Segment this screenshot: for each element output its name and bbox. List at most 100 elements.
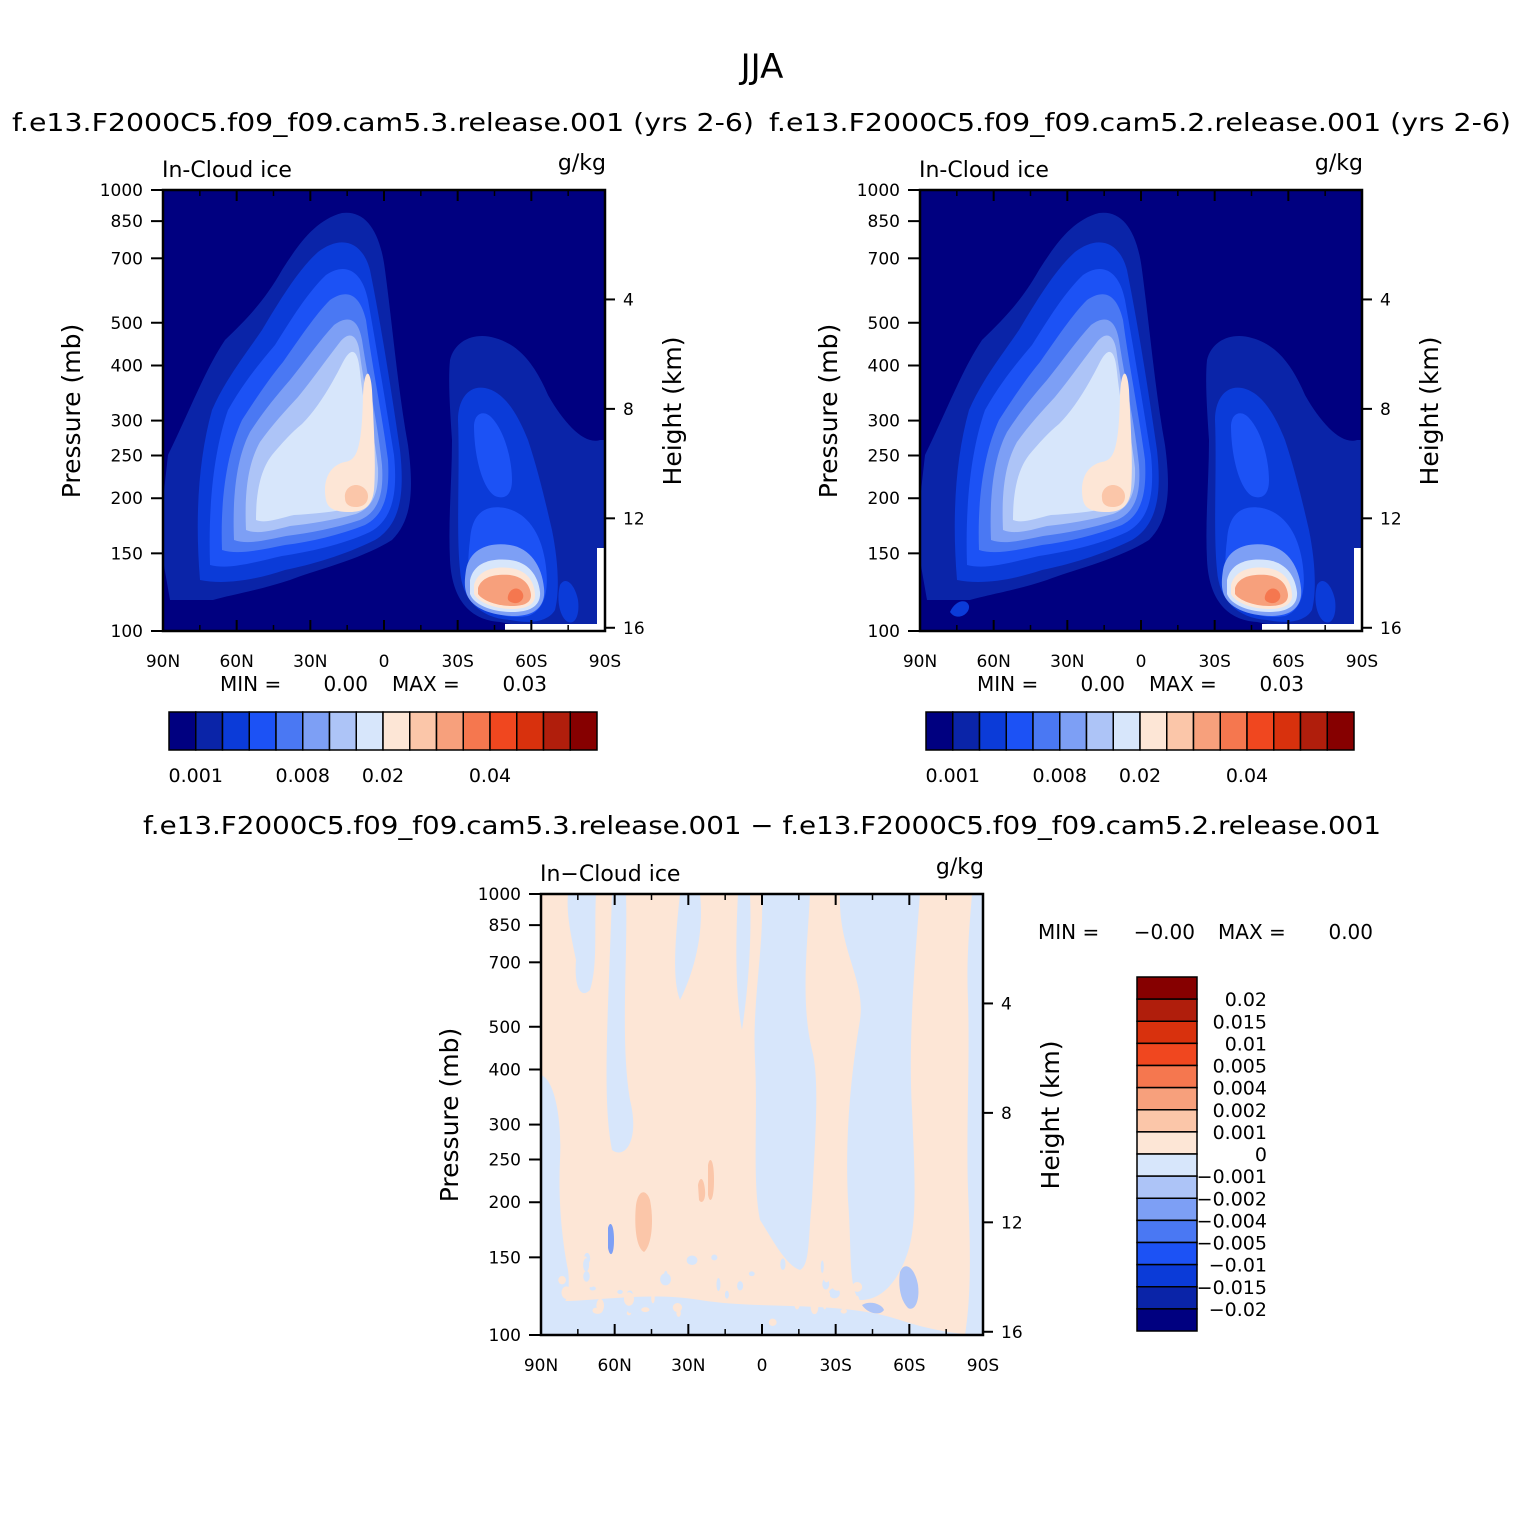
x-tick-label: 90S (589, 652, 621, 672)
panel-c-neg-region-2 (541, 1075, 569, 1318)
x-tick-label: 30S (819, 1356, 851, 1376)
colorbar-swatch (328, 711, 357, 751)
panel-c-pos-patch-4 (928, 1211, 942, 1283)
x-tick-label: 60N (597, 1356, 631, 1376)
panel-a-contours (163, 190, 605, 631)
colorbar-swatch (1273, 711, 1302, 751)
y2-tick-label: 8 (1380, 400, 1391, 420)
noise-blob (843, 1273, 850, 1283)
y2-tick-label: 4 (1380, 290, 1391, 310)
noise-blob (605, 1252, 614, 1258)
noise-blob (779, 1286, 787, 1297)
noise-blob (583, 1271, 590, 1282)
panel-b-axes: 90N 60N 30N 0 30S 60S 90S 100 150 200 250 300 400 500… (857, 181, 1402, 672)
y-tick-label: 850 (111, 212, 143, 232)
x-tick-label: 0 (757, 1356, 768, 1376)
colorbar-swatch (1299, 711, 1328, 751)
panel-b: In-Cloud ice g/kg Pressure (mb) Height (… (814, 151, 1444, 787)
y-tick-label: 200 (489, 1193, 521, 1213)
panel-c-neg-region-3 (606, 894, 634, 1153)
colorbar-swatch (302, 711, 331, 751)
x-tick-label: 90S (1346, 652, 1378, 672)
noise-blob (660, 1273, 671, 1286)
y2-tick-label: 16 (1001, 1323, 1023, 1343)
x-tick-label: 90N (903, 652, 937, 672)
colorbar-swatch (1166, 711, 1195, 751)
noise-blob (649, 1267, 657, 1277)
panel-b-left-string: In-Cloud ice (919, 158, 1049, 183)
figure-title: JJA (739, 47, 784, 87)
panel-b-contour-level-9 (1101, 485, 1125, 507)
colorbar-swatch (1219, 711, 1248, 751)
y-tick-label: 150 (111, 544, 143, 564)
colorbar-swatch (1136, 1308, 1198, 1332)
y-tick-label: 500 (111, 314, 143, 334)
colorbar-label: 0.02 (362, 765, 404, 787)
noise-blob (641, 1307, 650, 1313)
panel-c-neg-patch-2 (899, 1266, 919, 1309)
panel-a-y2-label: Height (km) (658, 337, 687, 486)
colorbar-label: 0.01 (1225, 1033, 1267, 1055)
panel-c-pos-patch-3 (708, 1160, 714, 1200)
x-tick-label: 0 (379, 652, 390, 672)
y-tick-label: 250 (868, 447, 900, 467)
panel-c-right-string: g/kg (936, 855, 984, 880)
noise-blob (561, 1286, 572, 1299)
colorbar-swatch (435, 711, 464, 751)
colorbar-swatch (275, 711, 304, 751)
colorbar-swatch (195, 711, 224, 751)
x-tick-label: 30N (671, 1356, 705, 1376)
panel-c-neg-region-9 (541, 1296, 983, 1335)
x-tick-label: 60S (515, 652, 547, 672)
y2-tick-label: 4 (623, 290, 634, 310)
panel-c-min-value: −0.00 (1134, 920, 1195, 944)
colorbar-label: 0.002 (1213, 1100, 1267, 1122)
colorbar-label: 0 (1255, 1144, 1267, 1166)
colorbar-swatch (1136, 1131, 1198, 1155)
noise-blob (759, 1267, 764, 1282)
noise-blob (824, 1275, 829, 1283)
y-tick-label: 150 (489, 1248, 521, 1268)
colorbar-label: 0.02 (1119, 765, 1161, 787)
noise-blob (855, 1295, 860, 1307)
noise-blob (732, 1298, 740, 1304)
colorbar-swatch (1136, 1020, 1198, 1045)
noise-blob (705, 1291, 710, 1298)
noise-blob (686, 1255, 698, 1266)
colorbar-swatch (1136, 1219, 1198, 1244)
y-tick-label: 850 (489, 916, 521, 936)
panel-c-noise-band (558, 1251, 863, 1326)
colorbar-swatch (1136, 998, 1198, 1022)
colorbar-label: 0.001 (926, 765, 980, 787)
panel-a-right-string: g/kg (558, 151, 606, 176)
noise-blob (704, 1281, 708, 1293)
colorbar-swatch (1136, 976, 1198, 1000)
panel-a-contour-level-2c (558, 580, 579, 623)
y-tick-label: 700 (868, 249, 900, 269)
x-tick-label: 30N (293, 652, 327, 672)
panel-c-left-string: In−Cloud ice (540, 862, 680, 887)
y-tick-label: 100 (111, 622, 143, 642)
colorbar-swatch (168, 711, 197, 751)
panel-a-y-label: Pressure (mb) (57, 324, 86, 498)
noise-blob (711, 1254, 718, 1261)
panel-a-max-value: 0.03 (502, 672, 547, 696)
noise-blob (676, 1309, 681, 1317)
y-tick-label: 300 (868, 412, 900, 432)
colorbar-label: 0.02 (1225, 989, 1267, 1011)
panel-b-contour-level-2c (1315, 580, 1336, 623)
x-tick-label: 30N (1050, 652, 1084, 672)
panel-c-y-label: Pressure (mb) (435, 1028, 464, 1202)
x-tick-label: 90N (524, 1356, 558, 1376)
x-tick-label: 0 (1136, 652, 1147, 672)
panel-b-colorbar: 0.001 0.008 0.02 0.04 (925, 711, 1355, 787)
panel-a-left-string: In-Cloud ice (162, 158, 292, 183)
y-tick-label: 1000 (857, 181, 900, 201)
y2-tick-label: 12 (1380, 509, 1402, 529)
noise-blob (705, 1314, 714, 1323)
panel-b-contour-level-3b (1231, 413, 1269, 498)
colorbar-swatch (248, 711, 277, 751)
panel-c-y2-label: Height (km) (1036, 1041, 1065, 1190)
noise-blob (716, 1278, 721, 1292)
